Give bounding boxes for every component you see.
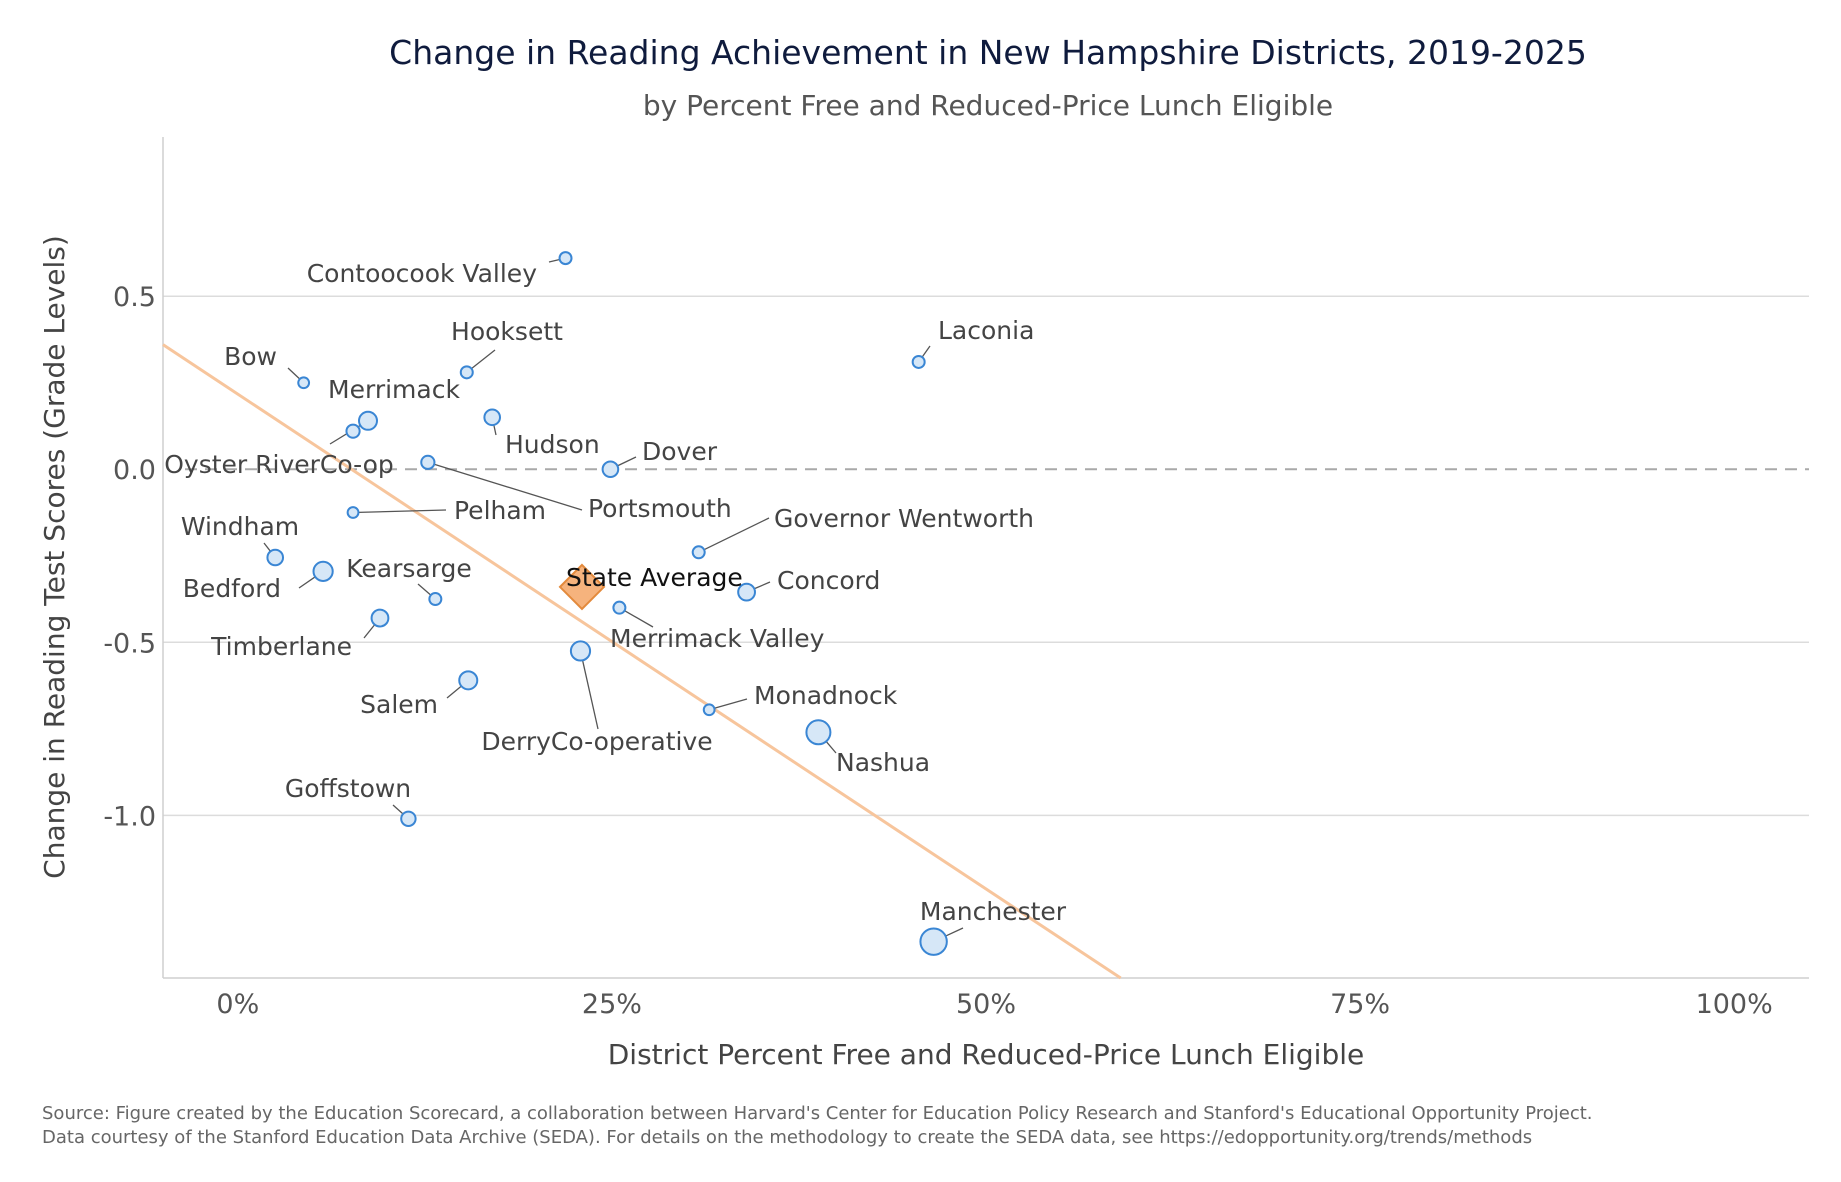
label-leader-line (392, 804, 404, 815)
label-leader-line (493, 424, 497, 436)
x-tick-label: 0% (216, 989, 259, 1020)
trend-line (162, 343, 1122, 980)
district-label: Oyster RiverCo-op (164, 450, 394, 479)
x-tick-label: 75% (1330, 989, 1390, 1020)
district-point (483, 408, 502, 427)
chart-title: Change in Reading Achievement in New Ham… (389, 33, 1587, 72)
district-label: Pelham (454, 496, 546, 525)
state-average-marker (558, 563, 606, 611)
district-label: Merrimack (328, 375, 460, 404)
district-label: Hooksett (451, 317, 563, 346)
district-point (358, 410, 379, 431)
x-tick-label: 25% (582, 989, 642, 1020)
district-point (428, 592, 443, 607)
district-label: Salem (360, 690, 438, 719)
label-leader-line (617, 456, 637, 467)
district-label: Portsmouth (588, 494, 732, 523)
district-label: Bedford (183, 574, 281, 603)
district-label: Contoocook Valley (307, 259, 538, 288)
district-point (737, 582, 756, 602)
district-point (400, 810, 417, 827)
label-leader-line (363, 624, 376, 639)
district-label: Windham (181, 512, 299, 541)
chart-subtitle: by Percent Free and Reduced-Price Lunch … (642, 89, 1334, 122)
x-tick-label: 100% (1696, 989, 1773, 1020)
district-label: Kearsarge (346, 554, 472, 583)
label-leader-line (581, 660, 599, 730)
district-label: Governor Wentworth (774, 504, 1034, 533)
district-point (569, 640, 592, 662)
label-leader-line (446, 685, 462, 699)
district-label: Dover (642, 437, 718, 466)
district-point (601, 460, 620, 479)
label-leader-line (287, 367, 301, 380)
label-leader-line (754, 581, 771, 590)
district-point (919, 927, 948, 956)
district-label: Hudson (505, 430, 600, 459)
district-point (691, 545, 706, 560)
district-point (266, 548, 285, 567)
district-point (420, 454, 436, 470)
district-point (558, 251, 573, 266)
source-line-2: Data courtesy of the Stanford Education … (42, 1127, 1533, 1148)
label-leader-line (714, 698, 748, 709)
label-leader-line (825, 741, 837, 754)
district-label: Merrimack Valley (610, 624, 825, 653)
label-leader-line (471, 349, 496, 370)
district-point (911, 354, 926, 369)
label-leader-line (358, 509, 447, 514)
y-tick-label: -1.0 (103, 801, 156, 832)
label-leader-line (921, 345, 931, 358)
y-tick-label: -0.5 (103, 628, 156, 659)
district-label: Laconia (938, 316, 1034, 345)
x-axis-label: District Percent Free and Reduced-Price … (608, 1038, 1365, 1071)
district-label: Monadnock (754, 681, 898, 710)
y-axis-label: Change in Reading Test Scores (Grade Lev… (38, 235, 71, 879)
district-point (297, 376, 311, 390)
state-average-label: State Average (566, 563, 743, 592)
district-point (459, 365, 474, 380)
district-label: Manchester (920, 897, 1067, 926)
district-point (312, 560, 334, 582)
label-leader-line (703, 517, 770, 551)
label-leader-line (433, 463, 583, 511)
label-leader-line (263, 542, 271, 552)
district-point (702, 703, 716, 717)
y-tick-label: 0.0 (113, 455, 156, 486)
district-label: Concord (777, 566, 880, 595)
district-label: Timberlane (210, 632, 352, 661)
district-point (805, 719, 832, 746)
district-point (458, 670, 479, 691)
district-point (370, 608, 390, 628)
district-point (612, 600, 627, 615)
label-leader-line (624, 610, 654, 628)
district-label: Nashua (836, 748, 930, 777)
label-leader-line (298, 576, 316, 589)
district-label: DerryCo-operative (481, 727, 712, 756)
y-tick-label: 0.5 (113, 282, 156, 313)
label-leader-line (417, 583, 432, 596)
label-leader-line (945, 927, 964, 937)
district-point (345, 423, 361, 439)
x-tick-label: 50% (956, 989, 1016, 1020)
district-label: Bow (224, 342, 277, 371)
district-label: Goffstown (285, 774, 411, 803)
source-line-1: Source: Figure created by the Education … (42, 1103, 1593, 1124)
district-point (346, 506, 360, 519)
label-leader-line (548, 258, 560, 263)
